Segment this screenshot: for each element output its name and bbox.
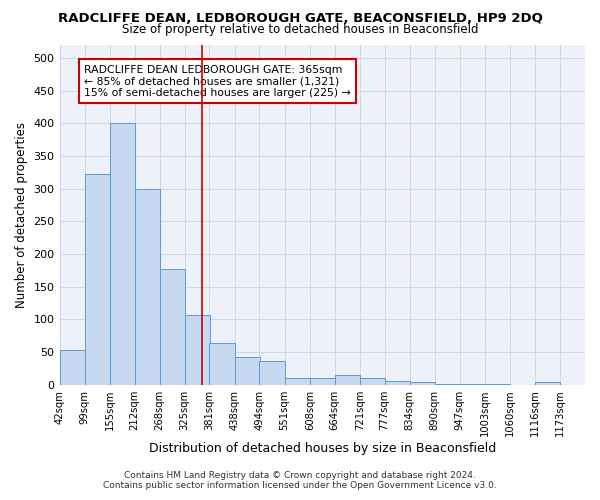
- Y-axis label: Number of detached properties: Number of detached properties: [15, 122, 28, 308]
- Bar: [410, 382, 435, 385]
- Bar: [360, 378, 385, 385]
- Bar: [460, 384, 485, 385]
- Bar: [335, 375, 360, 385]
- Bar: [385, 381, 410, 385]
- Bar: [235, 358, 260, 385]
- Bar: [259, 362, 284, 385]
- Bar: [485, 384, 510, 385]
- Bar: [284, 378, 310, 385]
- Bar: [209, 343, 235, 385]
- Bar: [110, 123, 135, 385]
- Text: Size of property relative to detached houses in Beaconsfield: Size of property relative to detached ho…: [122, 22, 478, 36]
- Bar: [185, 315, 210, 385]
- Bar: [59, 350, 85, 385]
- Bar: [135, 190, 160, 385]
- Bar: [434, 384, 460, 385]
- Bar: [535, 382, 560, 385]
- Text: RADCLIFFE DEAN, LEDBOROUGH GATE, BEACONSFIELD, HP9 2DQ: RADCLIFFE DEAN, LEDBOROUGH GATE, BEACONS…: [58, 12, 542, 26]
- Bar: [85, 174, 110, 385]
- Bar: [310, 378, 335, 385]
- Text: Contains HM Land Registry data © Crown copyright and database right 2024.
Contai: Contains HM Land Registry data © Crown c…: [103, 470, 497, 490]
- Text: RADCLIFFE DEAN LEDBOROUGH GATE: 365sqm
← 85% of detached houses are smaller (1,3: RADCLIFFE DEAN LEDBOROUGH GATE: 365sqm ←…: [85, 64, 351, 98]
- Bar: [160, 268, 185, 385]
- X-axis label: Distribution of detached houses by size in Beaconsfield: Distribution of detached houses by size …: [149, 442, 496, 455]
